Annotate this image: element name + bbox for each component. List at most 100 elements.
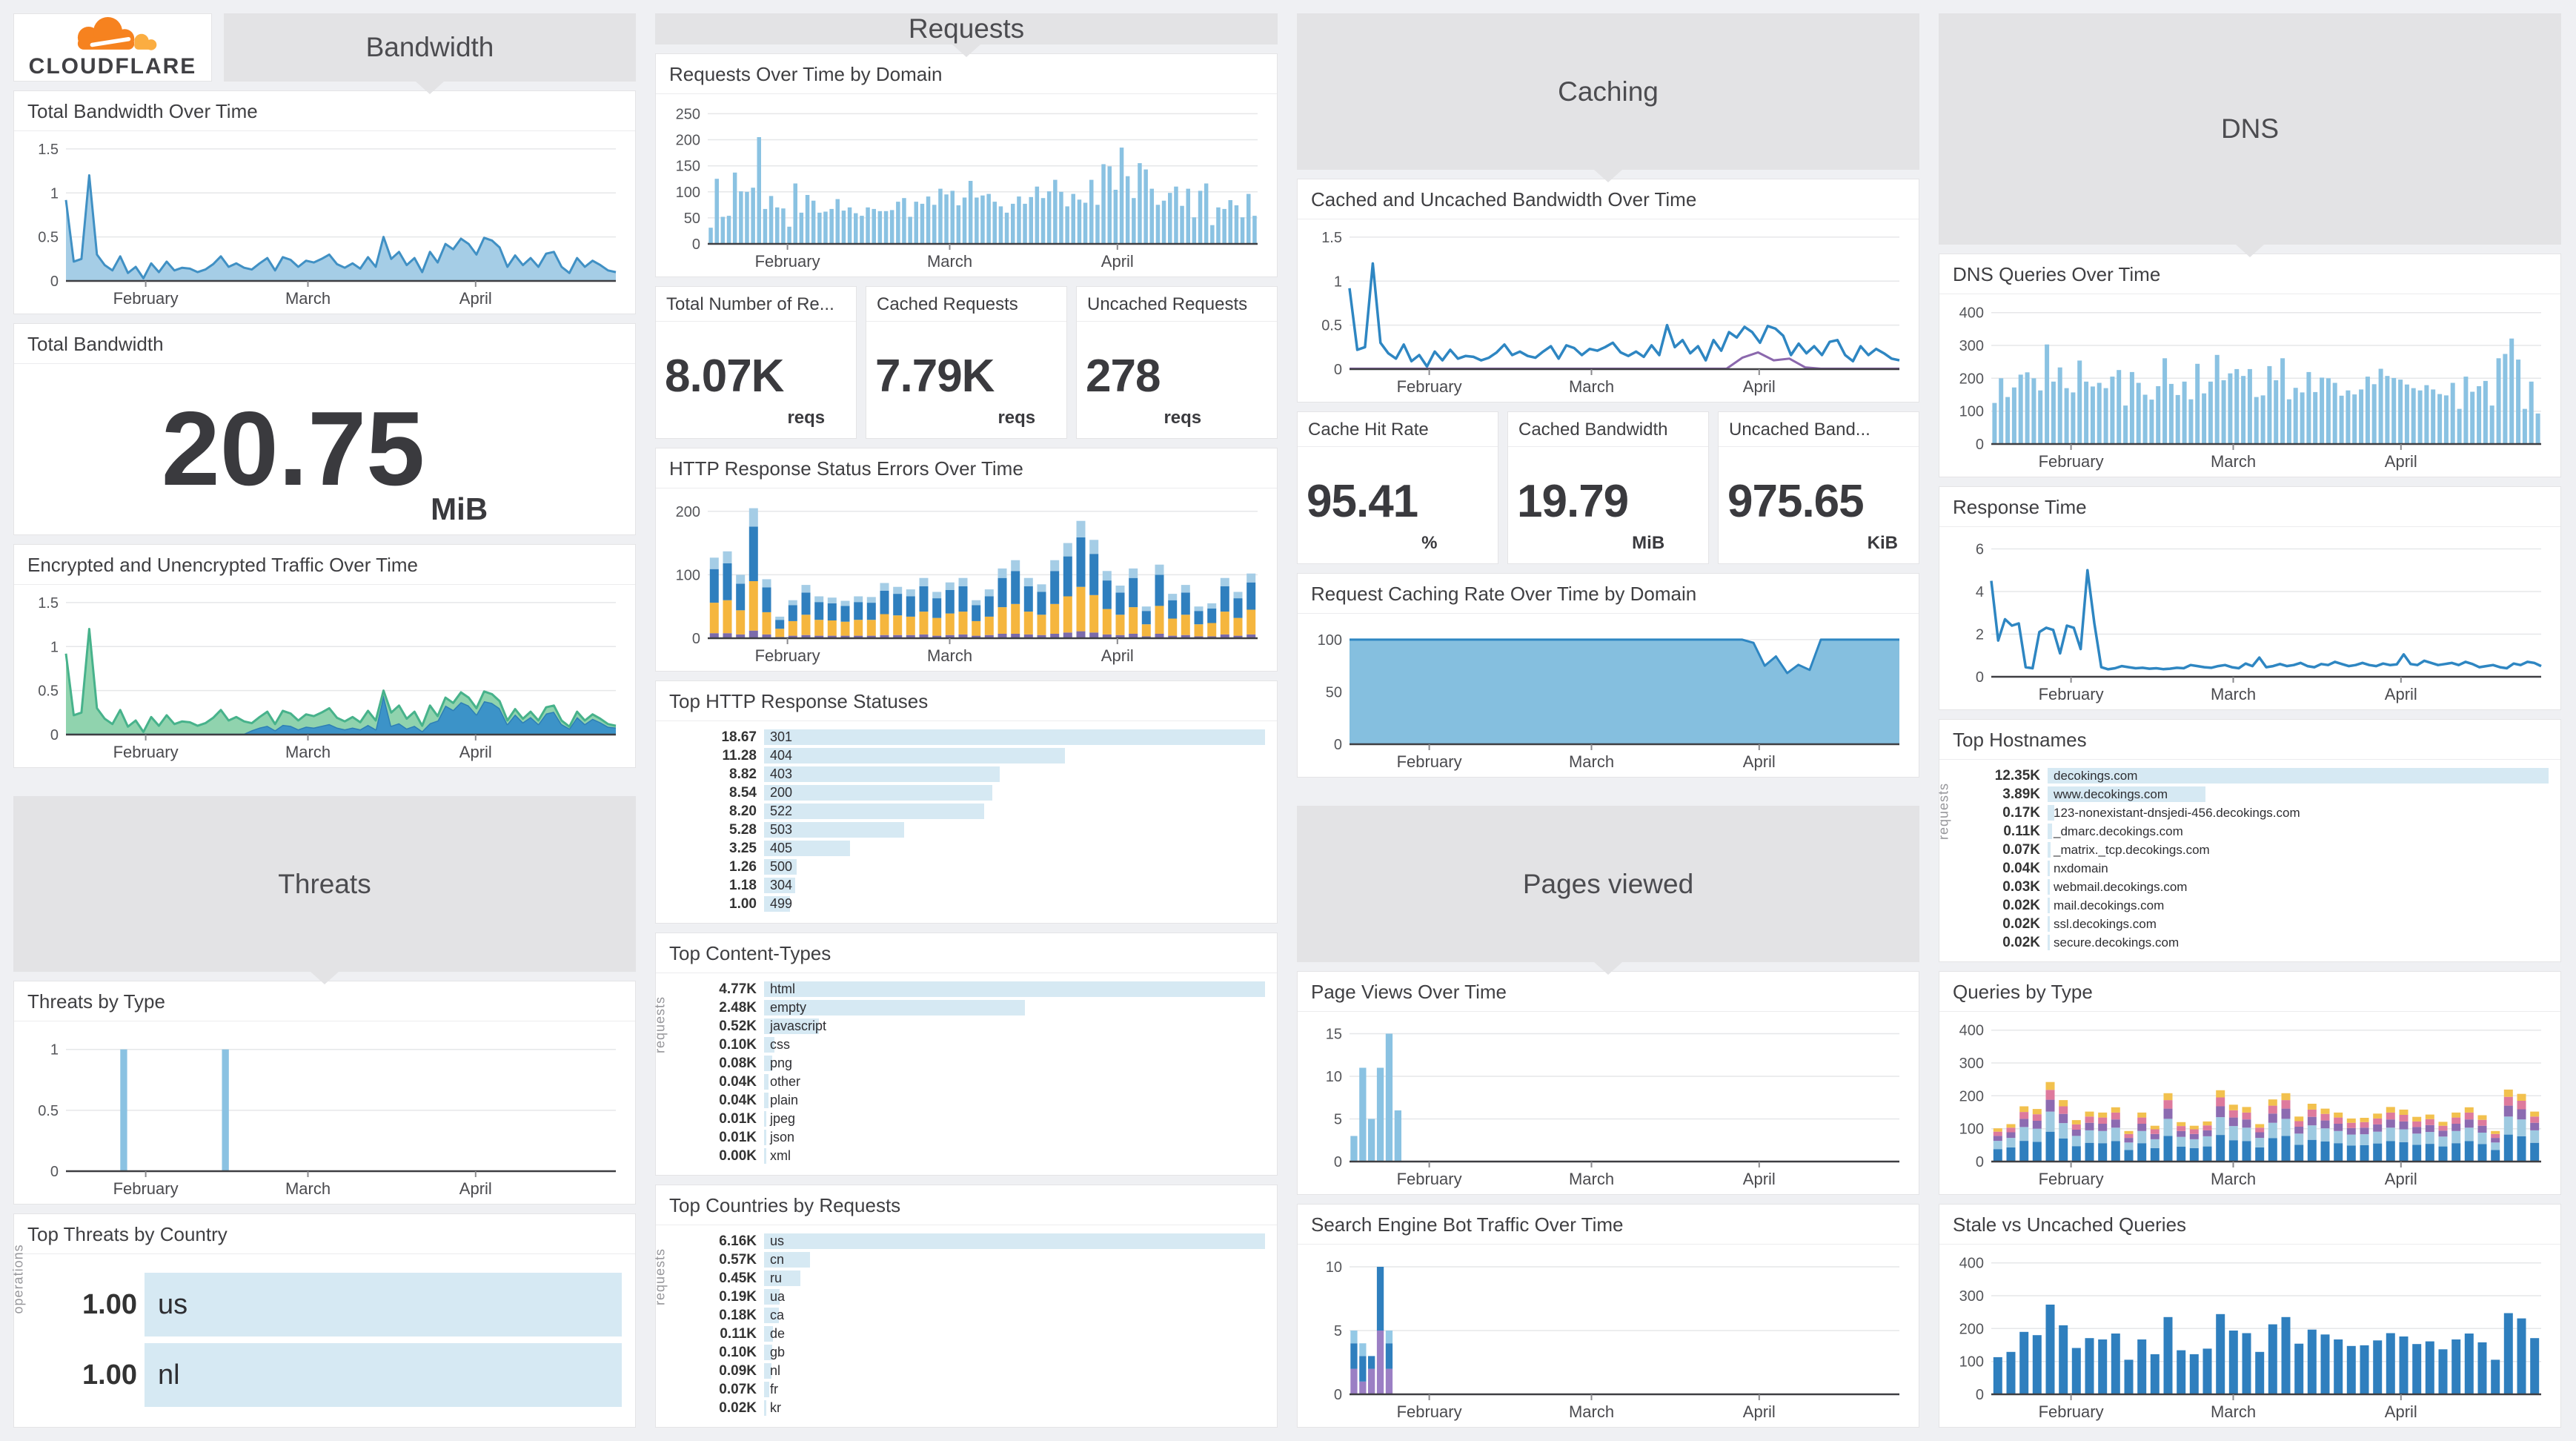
list-item-bar-track: 123-nonexistant-dnsjedi-456.decokings.co… xyxy=(2048,805,2549,821)
stat-unit: KiB xyxy=(1867,533,1898,553)
section-header-label: Caching xyxy=(1558,76,1659,107)
panel-total-bandwidth-over-time: Total Bandwidth Over Time 0 0.5 1 1.5 Februa… xyxy=(13,90,636,314)
list-item-value: 0.18K xyxy=(719,1307,757,1323)
list-item-label: css xyxy=(770,1037,790,1052)
panel-title: Top Threats by Country xyxy=(14,1214,635,1254)
svg-text:400: 400 xyxy=(1959,1256,1984,1272)
cached-uncached-bandwidth-chart: 0 0.5 1 1.5 February March April xyxy=(1321,230,1900,396)
list-item-value: 0.07K xyxy=(719,1381,757,1397)
stat-unit: reqs xyxy=(1163,408,1202,428)
list-item-bar xyxy=(2048,805,2055,821)
section-header-requests[interactable]: Requests xyxy=(655,13,1278,57)
list-item: 0.07K fr xyxy=(688,1381,1265,1398)
stat-value: 975.65 xyxy=(1727,476,1865,527)
list-item-bar-track: secure.decokings.com xyxy=(2048,935,2549,950)
svg-text:April: April xyxy=(1101,252,1134,271)
list-item-bar-track: cn xyxy=(764,1252,1265,1268)
stat-title: Cached Bandwidth xyxy=(1508,412,1708,447)
queries-by-type-chart: 0 100 200 300 400 February March April xyxy=(1959,1023,2541,1188)
svg-text:April: April xyxy=(459,743,492,761)
stat-cache-hit-rate: Cache Hit Rate 95.41% xyxy=(1297,411,1498,564)
list-item-label: secure.decokings.com xyxy=(2054,935,2180,950)
list-item-label: 405 xyxy=(770,841,793,855)
list-item-label: 123-nonexistant-dnsjedi-456.decokings.co… xyxy=(2054,806,2300,820)
svg-text:April: April xyxy=(2385,685,2417,703)
svg-text:0.5: 0.5 xyxy=(38,683,59,700)
svg-text:300: 300 xyxy=(1959,1288,1984,1305)
stat-unit: reqs xyxy=(787,408,826,428)
svg-text:1: 1 xyxy=(50,639,59,655)
panel-stale-uncached-queries: Stale vs Uncached Queries 0 100 200 300 400 F… xyxy=(1939,1204,2561,1428)
stat-value: 278 xyxy=(1086,351,1161,402)
section-header-bandwidth[interactable]: Bandwidth xyxy=(224,13,636,94)
list-item-bar xyxy=(764,1148,767,1164)
list-item-bar xyxy=(764,1400,767,1416)
list-item-bar xyxy=(2048,786,2205,802)
list-item: 0.01K json xyxy=(688,1129,1265,1146)
svg-text:200: 200 xyxy=(1959,1321,1984,1337)
list-item-bar xyxy=(764,1000,1025,1016)
section-header-label: Requests xyxy=(908,13,1025,44)
list-item-label: json xyxy=(770,1130,795,1144)
svg-text:March: March xyxy=(1569,377,1614,396)
panel-title: Top Countries by Requests xyxy=(656,1185,1277,1225)
request-caching-rate-chart: 0 50 100 February March April xyxy=(1318,632,1899,771)
svg-text:February: February xyxy=(113,289,179,308)
list-item-bar xyxy=(764,1252,811,1268)
list-item-label: 403 xyxy=(770,766,793,781)
list-item-label: ru xyxy=(770,1271,783,1285)
section-header-pages-viewed[interactable]: Pages viewed xyxy=(1297,806,1919,975)
svg-text:0: 0 xyxy=(692,631,700,647)
svg-text:0: 0 xyxy=(50,274,59,290)
list-item-bar xyxy=(764,896,791,912)
stat-value: 19.79 xyxy=(1517,476,1629,527)
list-item-label: us xyxy=(158,1289,188,1320)
list-item-bar xyxy=(2048,898,2051,913)
list-item-bar xyxy=(145,1273,622,1336)
section-header-dns[interactable]: DNS xyxy=(1939,13,2561,257)
list-item-bar-track: 200 xyxy=(764,785,1265,801)
list-item-value: 2.48K xyxy=(719,999,757,1016)
list-item: 0.57K cn xyxy=(688,1251,1265,1268)
list-item-bar-track: ca xyxy=(764,1308,1265,1323)
svg-text:February: February xyxy=(1397,752,1462,771)
list-item-label: 503 xyxy=(770,822,793,837)
section-header-threats[interactable]: Threats xyxy=(13,796,636,984)
svg-text:0: 0 xyxy=(1334,737,1342,753)
list-item: 8.54 200 xyxy=(688,784,1265,801)
list-item-bar xyxy=(764,841,851,856)
list-item-bar-track: de xyxy=(764,1326,1265,1342)
svg-text:February: February xyxy=(2039,685,2104,703)
list-item-bar xyxy=(764,1074,769,1090)
cloudflare-wordmark: CLOUDFLARE xyxy=(28,54,197,79)
list-item-bar-track: gb xyxy=(764,1345,1265,1360)
list-item-bar xyxy=(764,1233,1265,1249)
panel-title: Top HTTP Response Statuses xyxy=(656,681,1277,721)
response-time-chart: 0 2 4 6 February March April xyxy=(1976,542,2542,703)
svg-text:April: April xyxy=(2385,1402,2417,1421)
list-item: 0.03K webmail.decokings.com xyxy=(1972,878,2549,895)
svg-text:February: February xyxy=(755,252,820,271)
svg-text:200: 200 xyxy=(1959,371,1984,387)
list-item-bar xyxy=(2048,916,2051,932)
list-item-value: 0.10K xyxy=(719,1344,757,1360)
cloudflare-logo[interactable]: CLOUDFLARE xyxy=(13,13,212,82)
stat-uncached-bandwidth: Uncached Band... 975.65 KiB xyxy=(1718,411,1919,564)
panel-title: Total Bandwidth xyxy=(14,324,635,364)
top-statuses-list: 18.67 301 11.28 404 8.82 403 8.54 200 8.20 522 5.2… xyxy=(656,721,1277,923)
list-item-bar-track: jpeg xyxy=(764,1111,1265,1127)
svg-text:February: February xyxy=(113,1179,179,1198)
svg-text:50: 50 xyxy=(684,211,700,227)
panel-cached-uncached-bandwidth: Cached and Uncached Bandwidth Over Time … xyxy=(1297,179,1919,403)
list-item-value: 1.00 xyxy=(82,1288,137,1320)
list-item: 8.82 403 xyxy=(688,766,1265,783)
list-item: 0.08K png xyxy=(688,1055,1265,1072)
top-threats-list: operations 1.00 us 1.00 nl xyxy=(11,1244,635,1427)
list-item-value: 18.67 xyxy=(721,729,757,745)
section-header-caching[interactable]: Caching xyxy=(1297,13,1919,182)
svg-text:April: April xyxy=(1101,646,1134,665)
list-item-value: 0.17K xyxy=(2002,804,2040,821)
svg-text:400: 400 xyxy=(1959,305,1984,322)
list-item-bar-track: other xyxy=(764,1074,1265,1090)
